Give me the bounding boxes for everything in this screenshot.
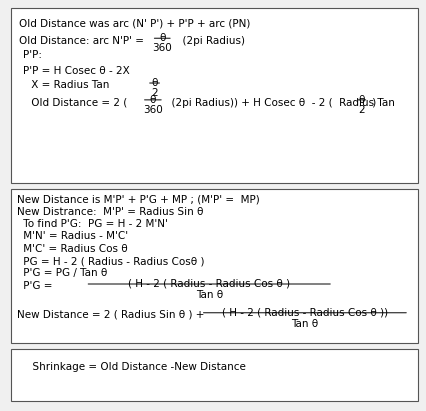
Text: ( H - 2 ( Radius - Radius Cos θ )): ( H - 2 ( Radius - Radius Cos θ ))	[221, 307, 387, 317]
Text: M'N' = Radius - M'C': M'N' = Radius - M'C'	[20, 231, 128, 241]
Text: θ: θ	[149, 95, 156, 105]
Text: (2pi Radius)) + H Cosec θ  - 2 (  Radius Tan: (2pi Radius)) + H Cosec θ - 2 ( Radius T…	[164, 98, 397, 108]
Text: θ: θ	[151, 78, 158, 88]
Text: θ: θ	[158, 33, 165, 43]
Text: Old Distance was arc (N' P') + P'P + arc (PN): Old Distance was arc (N' P') + P'P + arc…	[19, 18, 250, 28]
Text: P'G =: P'G =	[20, 281, 56, 291]
Text: New Distance is M'P' + P'G + MP ; (M'P' =  MP): New Distance is M'P' + P'G + MP ; (M'P' …	[17, 194, 259, 204]
Text: ( H - 2 ( Radius - Radius Cos θ ): ( H - 2 ( Radius - Radius Cos θ )	[128, 278, 290, 288]
Bar	[11, 189, 417, 343]
Text: P'G = PG / Tan θ: P'G = PG / Tan θ	[20, 268, 108, 278]
Text: 360: 360	[152, 43, 172, 53]
Text: Shrinkage = Old Distance -New Distance: Shrinkage = Old Distance -New Distance	[26, 362, 245, 372]
Text: New Distrance:  M'P' = Radius Sin θ: New Distrance: M'P' = Radius Sin θ	[17, 207, 203, 217]
Text: θ: θ	[357, 95, 364, 105]
Text: Tan θ: Tan θ	[195, 290, 222, 300]
Bar	[11, 349, 417, 401]
Text: (2pi Radius): (2pi Radius)	[176, 36, 245, 46]
Text: New Distance = 2 ( Radius Sin θ ) +: New Distance = 2 ( Radius Sin θ ) +	[17, 309, 207, 319]
Text: 2: 2	[357, 105, 364, 115]
Text: P'P:: P'P:	[23, 50, 42, 60]
Text: Tan θ: Tan θ	[291, 319, 318, 328]
Text: P'P = H Cosec θ - 2X: P'P = H Cosec θ - 2X	[23, 66, 130, 76]
Text: PG = H - 2 ( Radius - Radius Cosθ ): PG = H - 2 ( Radius - Radius Cosθ )	[20, 256, 204, 266]
Text: 2: 2	[151, 88, 158, 97]
Text: X = Radius Tan: X = Radius Tan	[28, 80, 112, 90]
Bar	[11, 8, 417, 183]
Text: 360: 360	[143, 105, 162, 115]
Text: Old Distance = 2 (: Old Distance = 2 (	[28, 98, 130, 108]
Text: M'C' = Radius Cos θ: M'C' = Radius Cos θ	[20, 244, 128, 254]
Text: Old Distance: arc N'P' =: Old Distance: arc N'P' =	[19, 36, 147, 46]
Text: ): )	[368, 98, 375, 108]
Text: To find P'G:  PG = H - 2 M'N': To find P'G: PG = H - 2 M'N'	[20, 219, 168, 229]
